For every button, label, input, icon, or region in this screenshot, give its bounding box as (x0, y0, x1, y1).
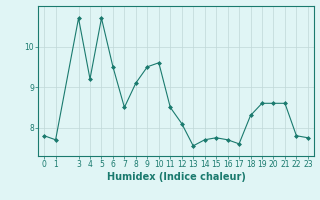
X-axis label: Humidex (Indice chaleur): Humidex (Indice chaleur) (107, 172, 245, 182)
